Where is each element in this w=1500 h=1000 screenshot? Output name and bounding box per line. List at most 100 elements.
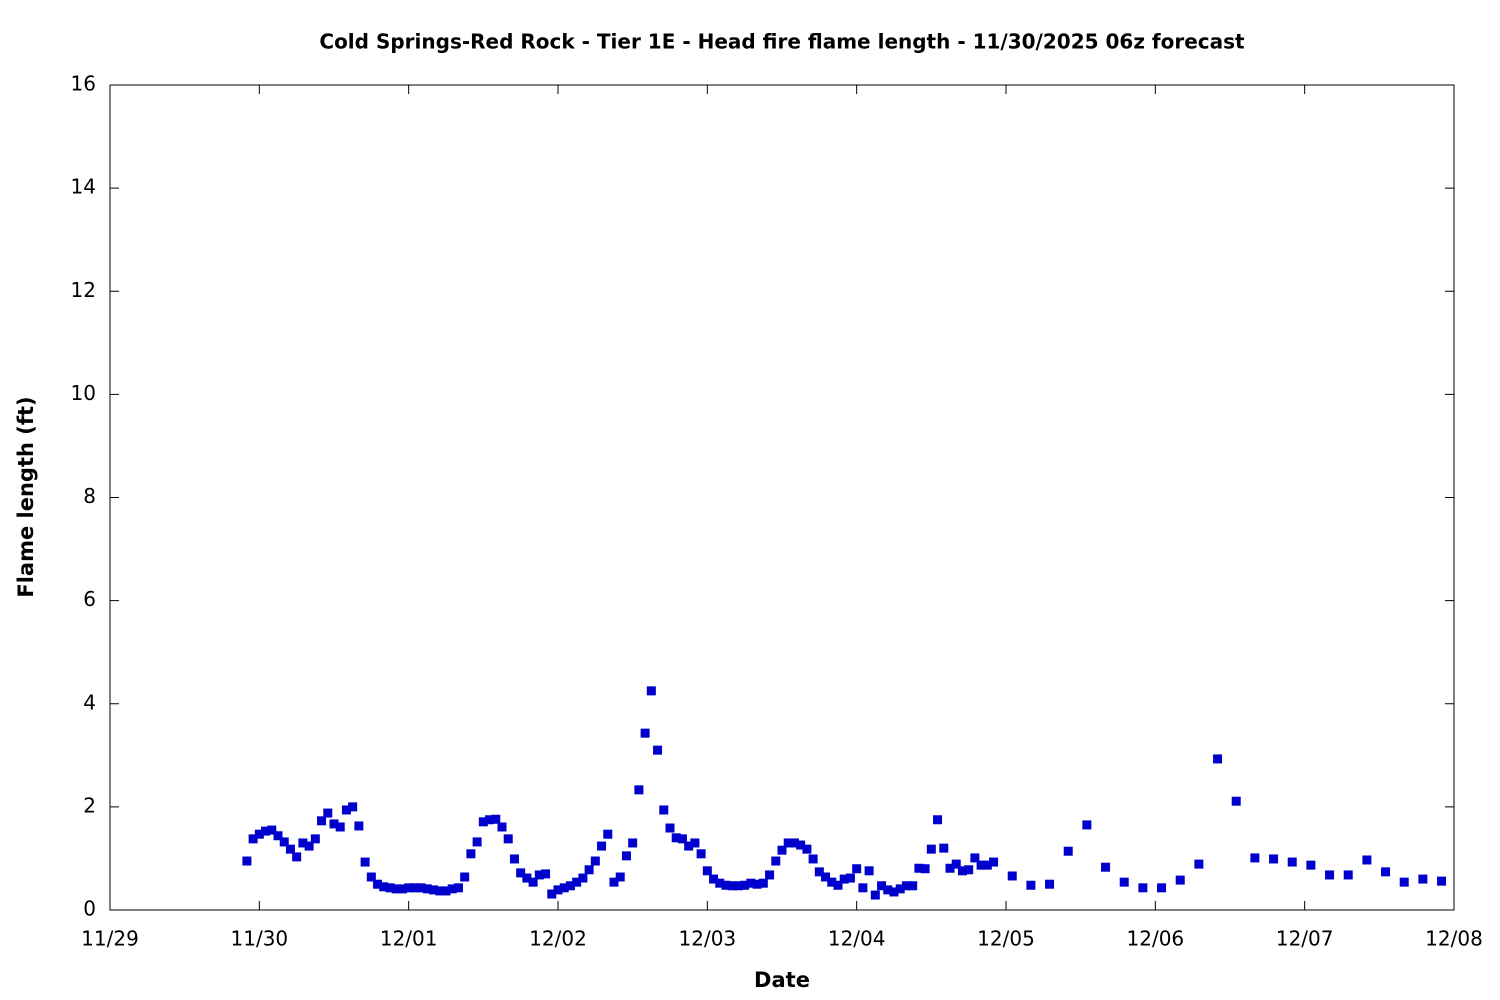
data-point — [945, 863, 955, 873]
data-point — [522, 873, 532, 883]
data-point — [684, 841, 694, 851]
data-point — [1287, 857, 1297, 867]
data-point — [696, 849, 706, 859]
x-tick-label: 12/05 — [977, 927, 1035, 951]
plot-frame — [109, 84, 1455, 911]
data-point — [341, 805, 351, 815]
data-point — [478, 817, 488, 827]
y-tick-label: 4 — [83, 690, 96, 714]
data-point — [628, 838, 638, 848]
data-point — [889, 887, 899, 897]
data-point — [970, 853, 980, 863]
data-point — [933, 815, 943, 825]
data-point — [435, 886, 445, 896]
x-tick-label: 12/07 — [1276, 927, 1334, 951]
data-point — [385, 883, 395, 893]
data-point — [509, 854, 519, 864]
data-point — [982, 860, 992, 870]
data-point — [789, 838, 799, 848]
data-point — [366, 872, 376, 882]
y-tick-label: 8 — [83, 484, 96, 508]
data-point — [702, 866, 712, 876]
data-point — [335, 822, 345, 832]
y-tick-label: 10 — [71, 381, 96, 405]
data-point — [796, 840, 806, 850]
x-tick-label: 11/30 — [231, 927, 289, 951]
data-point — [671, 833, 681, 843]
data-point — [354, 821, 364, 831]
data-point — [659, 805, 669, 815]
data-point — [653, 745, 663, 755]
data-point — [926, 844, 936, 854]
data-point — [304, 841, 314, 851]
data-point — [603, 829, 613, 839]
data-point — [1231, 796, 1241, 806]
data-point — [852, 864, 862, 874]
data-point — [964, 865, 974, 875]
data-point — [957, 866, 967, 876]
x-tick-label: 11/29 — [81, 927, 139, 951]
data-point — [1194, 859, 1204, 869]
data-point — [920, 864, 930, 874]
data-point — [242, 856, 252, 866]
data-point — [559, 883, 569, 893]
data-point — [758, 878, 768, 888]
data-point — [348, 802, 358, 812]
data-point — [590, 856, 600, 866]
data-point — [373, 879, 383, 889]
data-point — [777, 845, 787, 855]
data-point — [827, 877, 837, 887]
data-point — [1045, 879, 1055, 889]
y-tick-label: 14 — [71, 175, 96, 199]
data-point — [877, 881, 887, 891]
data-point — [547, 889, 557, 899]
data-point — [721, 880, 731, 890]
data-point — [883, 885, 893, 895]
data-point — [360, 857, 370, 867]
data-point — [441, 886, 451, 896]
data-point — [740, 880, 750, 890]
x-tick-label: 12/06 — [1127, 927, 1185, 951]
data-point — [466, 849, 476, 859]
data-point — [752, 879, 762, 889]
data-point — [292, 852, 302, 862]
data-point — [397, 884, 407, 894]
data-point — [528, 877, 538, 887]
data-point — [391, 884, 401, 894]
data-point — [727, 881, 737, 891]
data-point — [329, 819, 339, 829]
data-point — [267, 825, 277, 835]
data-point — [690, 838, 700, 848]
data-point — [621, 851, 631, 861]
y-tick-label: 16 — [71, 72, 96, 96]
data-point — [472, 837, 482, 847]
data-point — [1157, 883, 1167, 893]
data-point — [870, 890, 880, 900]
data-point — [298, 838, 308, 848]
y-tick-label: 2 — [83, 793, 96, 817]
data-point — [1101, 862, 1111, 872]
data-point — [646, 686, 656, 696]
data-point — [1269, 854, 1279, 864]
data-point — [808, 854, 818, 864]
data-point — [541, 869, 551, 879]
data-point — [565, 881, 575, 891]
data-point — [379, 882, 389, 892]
data-point — [665, 823, 675, 833]
data-point — [634, 785, 644, 795]
data-point — [1306, 860, 1316, 870]
data-point — [1082, 820, 1092, 830]
data-point — [1026, 880, 1036, 890]
data-point — [323, 808, 333, 818]
data-point — [914, 863, 924, 873]
x-tick-label: 12/08 — [1425, 927, 1483, 951]
data-point — [553, 885, 563, 895]
y-tick-label: 12 — [71, 278, 96, 302]
x-axis-label: Date — [754, 968, 810, 992]
data-point — [1418, 874, 1428, 884]
data-point — [989, 857, 999, 867]
data-point — [1362, 855, 1372, 865]
data-point — [254, 829, 264, 839]
data-point — [460, 872, 470, 882]
